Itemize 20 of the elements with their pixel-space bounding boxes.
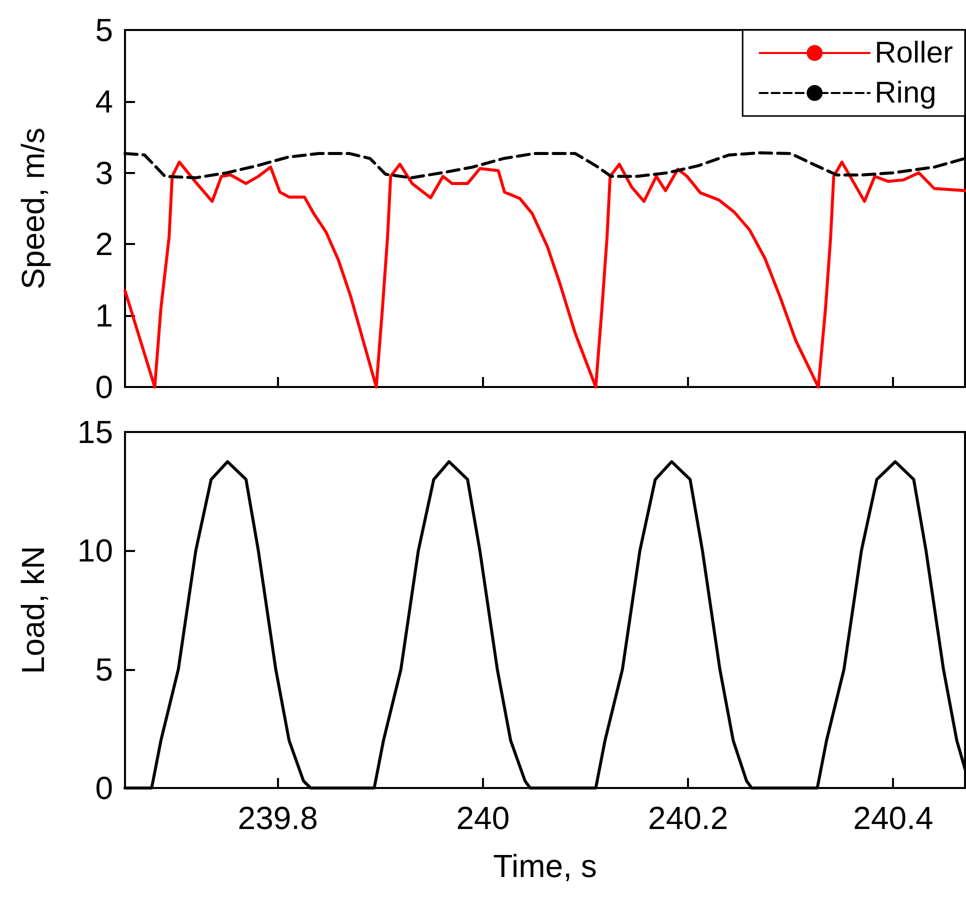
y-axis-title: Speed, m/s [15, 128, 51, 290]
x-tick-label: 239.8 [238, 800, 318, 836]
legend-label: Ring [874, 76, 936, 110]
y-tick-label: 5 [95, 651, 113, 688]
x-tick-label: 240.4 [853, 800, 934, 836]
y-axis-title: Load, kN [15, 546, 51, 674]
x-tick-label: 240.2 [648, 800, 728, 836]
y-tick-label: 0 [95, 369, 113, 405]
legend-label: Roller [874, 36, 954, 70]
y-tick-label: 2 [95, 226, 113, 262]
y-tick-label: 5 [95, 12, 113, 48]
y-tick-label: 10 [77, 532, 113, 569]
x-tick-label: 240 [456, 800, 510, 836]
y-tick-label: 3 [95, 154, 113, 191]
line-series [124, 160, 966, 388]
y-tick-label: 15 [77, 414, 113, 450]
y-tick-label: 1 [95, 298, 113, 334]
y-tick-label: 0 [95, 770, 113, 806]
x-axis-title: Time, s [493, 848, 597, 884]
y-tick-label: 4 [95, 83, 113, 120]
